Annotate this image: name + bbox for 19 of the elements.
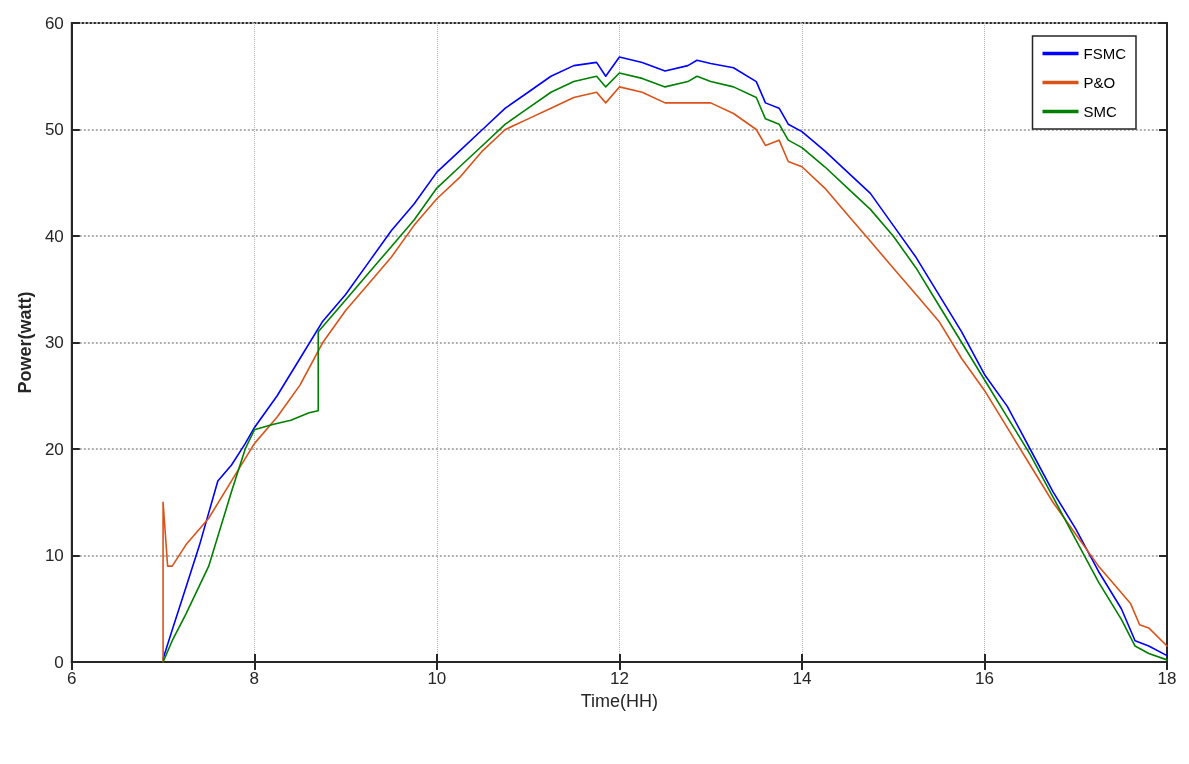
y-tick-label: 60 <box>44 13 64 33</box>
y-tick-label: 10 <box>44 546 64 565</box>
x-tick-label: 16 <box>975 669 994 688</box>
y-tick-label: 20 <box>44 439 64 459</box>
x-tick-label: 10 <box>427 669 447 688</box>
x-tick-label: 12 <box>609 669 629 688</box>
y-tick-label: 0 <box>54 652 64 672</box>
y-axis-title: Power(watt) <box>15 291 35 394</box>
y-tick-label: 50 <box>44 120 64 139</box>
legend-label: SMC <box>1083 103 1117 120</box>
x-axis-title: Time(HH) <box>580 691 659 711</box>
legend-label: FSMC <box>1083 45 1127 62</box>
x-tick-label: 18 <box>1157 669 1177 688</box>
x-tick-label: 6 <box>67 669 77 688</box>
x-tick-label: 8 <box>249 669 260 688</box>
legend-label: P&O <box>1083 74 1116 91</box>
y-tick-label: 30 <box>44 333 64 352</box>
x-tick-label: 14 <box>792 669 812 688</box>
y-tick-label: 40 <box>44 226 64 246</box>
